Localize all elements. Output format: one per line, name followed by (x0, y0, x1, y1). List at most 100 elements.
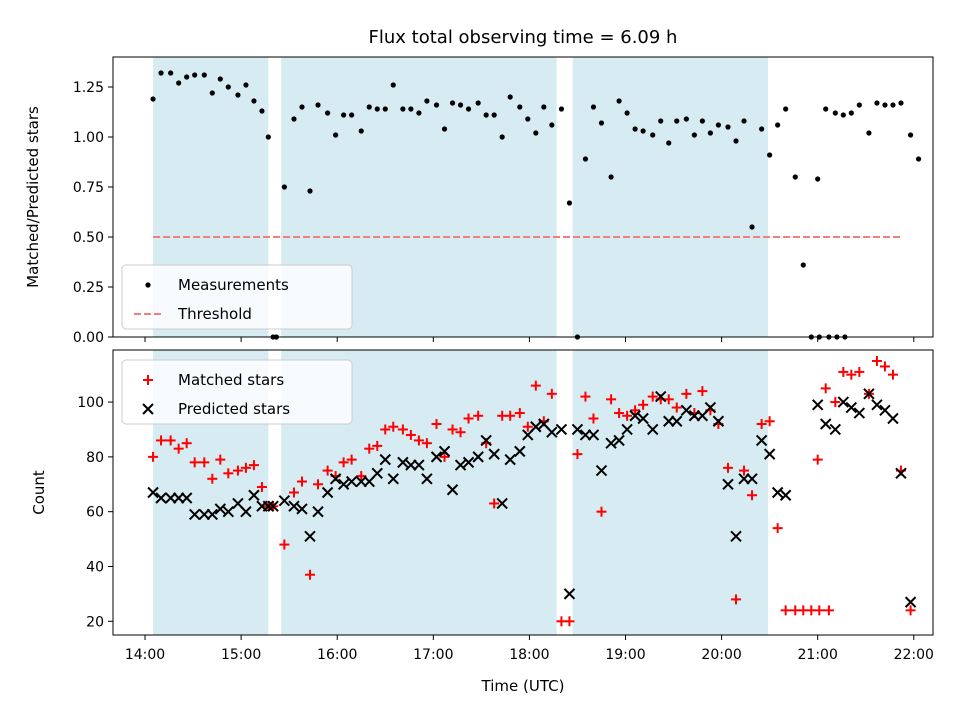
measurement-point (674, 118, 680, 124)
measurement-point (898, 100, 904, 106)
measurement-point (725, 124, 731, 130)
matched-star-point (165, 435, 176, 446)
matched-star-point (413, 435, 424, 446)
measurement-point (775, 122, 781, 128)
predicted-star-point (480, 434, 492, 447)
predicted-star-point (430, 451, 443, 463)
matched-star-point (647, 391, 658, 402)
bottom-panel: 20 40 60 80 100 14:00 15:00 16:00 17:00 18:00 19:0… (30, 349, 934, 695)
xtick-label: 21:00 (798, 647, 838, 663)
predicted-star-point (845, 401, 858, 414)
predicted-star-point (188, 508, 201, 521)
matched-star-point (388, 421, 399, 432)
matched-star-point (772, 523, 783, 534)
measurement-point (349, 112, 355, 118)
matched-star-point (697, 386, 708, 397)
measurement-point (715, 122, 721, 128)
matched-star-point (780, 605, 791, 616)
measurement-point (815, 176, 821, 182)
measurement-point (424, 98, 430, 104)
predicted-star-point (296, 503, 308, 515)
matched-star-point (580, 391, 591, 402)
predicted-star-point (206, 508, 219, 521)
xtick-label: 14:00 (125, 647, 165, 663)
measurement-point (201, 72, 207, 78)
measurement-point (823, 106, 829, 112)
matched-star-point (871, 355, 882, 366)
matched-star-point (173, 443, 184, 454)
measurement-point (291, 116, 297, 122)
matched-star-point (279, 539, 290, 550)
predicted-star-point (563, 588, 576, 600)
predicted-star-point (462, 456, 475, 469)
top-ylabel: Matched/Predicted stars (24, 106, 42, 288)
matched-star-point (380, 424, 391, 435)
bottom-shaded-interval-2 (572, 350, 769, 635)
top-shaded-interval-2 (572, 57, 769, 337)
measurement-point (590, 104, 597, 110)
matched-star-point (823, 605, 834, 616)
top-panel: 0.00 0.25 0.50 0.75 1.00 1.25 Matched/Predicte… (24, 56, 934, 346)
matched-star-point (296, 476, 307, 487)
measurement-point (315, 102, 321, 108)
measurement-point (483, 112, 489, 118)
predicted-star-point (704, 401, 717, 414)
predicted-star-point (853, 407, 866, 419)
measurement-point (307, 188, 313, 194)
matched-star-point (546, 388, 557, 399)
predicted-star-point (829, 423, 842, 436)
legend-marker-matched (143, 375, 153, 385)
top-legend-box (121, 264, 353, 330)
measurement-point (616, 98, 622, 104)
legend-marker-measurements (145, 282, 151, 288)
matched-star-point (572, 449, 583, 460)
predicted-star-point (321, 486, 334, 499)
matched-star-point (731, 594, 742, 605)
matched-star-point (223, 468, 234, 479)
matched-star-point (463, 413, 474, 424)
matched-star-point (630, 405, 641, 416)
measurement-point (640, 128, 646, 134)
matched-star-point (681, 388, 692, 399)
bottom-ytick-label: 80 (86, 450, 104, 466)
measurement-point (491, 112, 497, 118)
bottom-legend-box (121, 359, 353, 425)
matched-star-point (854, 366, 865, 377)
predicted-star-point (222, 505, 235, 518)
predicted-star-point (371, 467, 383, 480)
matched-star-point (723, 462, 733, 473)
measurement-point (848, 110, 854, 116)
matched-star-point (338, 457, 349, 468)
measurement-point (366, 104, 372, 110)
measurement-point (907, 132, 914, 138)
xtick-label: 16:00 (317, 647, 357, 663)
xtick-label: 22:00 (894, 647, 934, 663)
matched-star-point (199, 457, 210, 468)
measurement-point (433, 102, 440, 108)
measurement-point (265, 134, 271, 140)
predicted-star-point (613, 434, 625, 447)
matched-star-point (756, 418, 767, 429)
matched-star-point (346, 454, 357, 465)
measurement-point (558, 106, 565, 112)
chart-title: Flux total observing time = 6.09 h (369, 27, 678, 48)
measurement-point (176, 80, 182, 86)
matched-star-point (905, 605, 916, 616)
bottom-axes-frame (112, 349, 934, 636)
matched-star-point (489, 498, 500, 509)
matched-star-point (248, 460, 259, 471)
predicted-star-point (837, 396, 850, 408)
measurement-point (517, 104, 523, 110)
matched-star-point (812, 454, 823, 465)
matched-star-point (588, 413, 599, 424)
predicted-star-point (819, 418, 832, 430)
matched-star-point (614, 408, 625, 419)
matched-star-point (671, 402, 682, 413)
legend-label: Measurements (178, 276, 289, 294)
measurement-point (691, 132, 697, 138)
measurement-point (767, 152, 773, 158)
top-ytick-label: 1.00 (73, 130, 104, 146)
predicted-star-point (472, 451, 484, 463)
measurement-point (184, 74, 190, 80)
